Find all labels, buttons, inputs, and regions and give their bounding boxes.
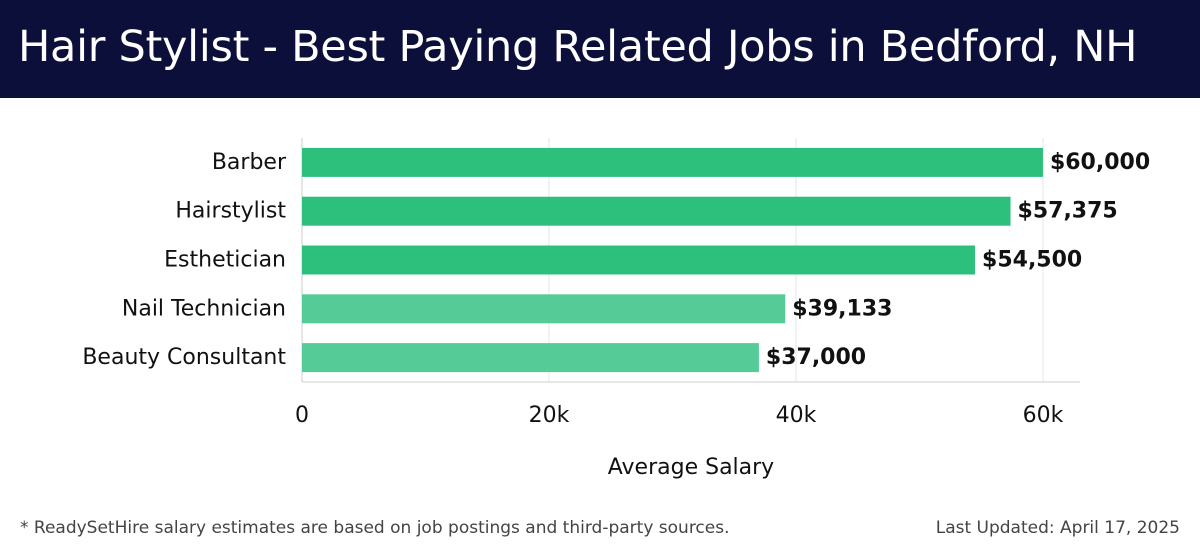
bar-esthetician [302, 245, 976, 275]
category-label: Esthetician [164, 248, 286, 273]
category-label: Hairstylist [175, 199, 286, 224]
value-label: $37,000 [766, 345, 866, 370]
footnote: * ReadySetHire salary estimates are base… [20, 518, 730, 538]
category-label: Nail Technician [122, 296, 286, 321]
chart-title: Hair Stylist - Best Paying Related Jobs … [18, 22, 1138, 72]
x-tick-label: 40k [776, 403, 817, 428]
value-label: $54,500 [982, 248, 1082, 273]
bar-barber [302, 147, 1043, 177]
x-axis-label: Average Salary [608, 455, 774, 480]
title-banner: Hair Stylist - Best Paying Related Jobs … [0, 0, 1200, 98]
x-tick-label: 20k [529, 403, 570, 428]
value-label: $39,133 [792, 296, 892, 321]
salary-bar-chart: Barber $60,000 Hairstylist $57,375 Esthetici… [82, 138, 1150, 480]
bar-hairstylist [302, 196, 1011, 226]
value-label: $60,000 [1050, 150, 1150, 175]
bar-nail-technician [302, 294, 786, 324]
last-updated: Last Updated: April 17, 2025 [935, 518, 1180, 538]
x-tick-label: 60k [1023, 403, 1064, 428]
x-tick-label: 0 [295, 403, 309, 428]
category-label: Beauty Consultant [82, 345, 286, 370]
bar-beauty-consultant [302, 343, 759, 373]
category-label: Barber [212, 150, 287, 175]
value-label: $57,375 [1018, 199, 1118, 224]
